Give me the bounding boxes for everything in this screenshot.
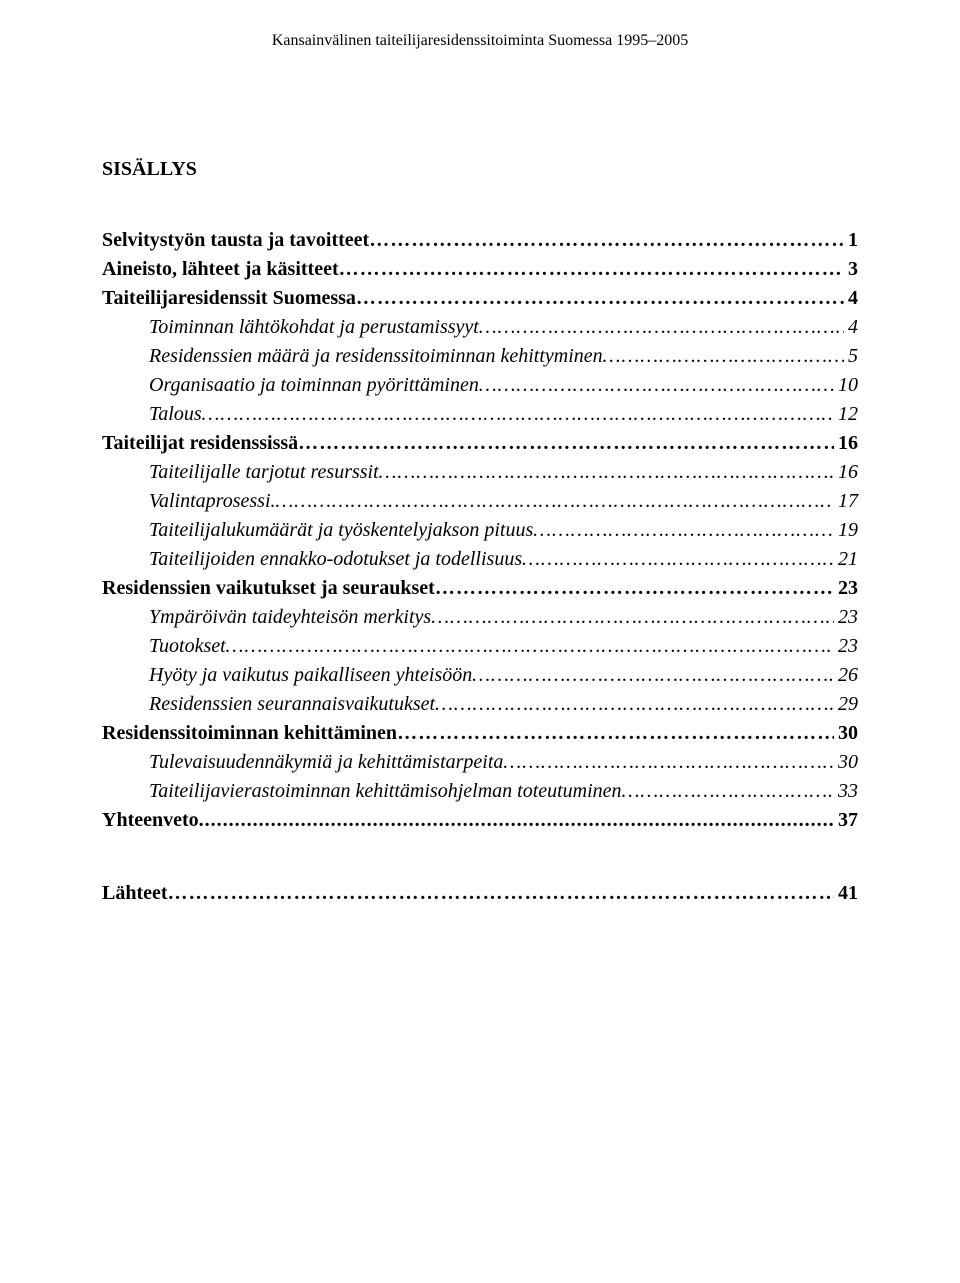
toc-entry: Taiteilijalle tarjotut resurssit……………………… — [102, 461, 858, 484]
toc-leader: …………………………………………………………………………………………………………… — [533, 519, 834, 542]
toc-leader: …………………………………………………………………………………………………………… — [435, 693, 834, 716]
toc-entry-label: Ympäröivän taideyhteisön merkitys — [149, 606, 431, 629]
toc-entry-page: 1 — [844, 229, 858, 252]
toc-entry-page: 5 — [844, 345, 858, 368]
toc-leader: …………………………………………………………………………………………………………… — [339, 258, 844, 281]
toc-leader: …………………………………………………………………………………………………………… — [435, 577, 834, 600]
toc-entry: Taiteilijavierastoiminnan kehittämisohje… — [102, 780, 858, 803]
toc-entry-page: 3 — [844, 258, 858, 281]
toc-leader: …………………………………………………………………………………………………………… — [168, 882, 834, 905]
toc-entry-label: Valintaprosessi. — [149, 490, 276, 513]
toc-entry: Residenssien vaikutukset ja seuraukset……… — [102, 577, 858, 600]
toc-leader: …………………………………………………………………………………………………………… — [276, 490, 835, 513]
toc-entry-page: 30 — [834, 751, 858, 774]
toc-entry-label: Tulevaisuudennäkymiä ja kehittämistarpei… — [149, 751, 503, 774]
toc-entry-page: 16 — [834, 461, 858, 484]
toc-entry-page: 26 — [834, 664, 858, 687]
toc-leader: …………………………………………………………………………………………………………… — [603, 345, 844, 368]
toc-leader: …………………………………………………………………………………………………………… — [522, 548, 834, 571]
toc-entry-label: Residenssien seurannaisvaikutukset — [149, 693, 435, 716]
toc-entry-label: Hyöty ja vaikutus paikalliseen yhteisöön — [149, 664, 472, 687]
toc-entry: Taiteilijalukumäärät ja työskentelyjakso… — [102, 519, 858, 542]
toc-entry: Residenssien seurannaisvaikutukset………………… — [102, 693, 858, 716]
toc-entry-label: Taiteilijaresidenssit Suomessa — [102, 287, 356, 310]
toc-entry: Organisaatio ja toiminnan pyörittäminen…… — [102, 374, 858, 397]
toc-entry: Selvitystyön tausta ja tavoitteet…………………… — [102, 229, 858, 252]
toc-leader: …………………………………………………………………………………………………………… — [397, 722, 834, 745]
toc-entry-label: Taiteilijat residenssissä — [102, 432, 298, 455]
toc-entry: Lähteet………………………………………………………………………………………… — [102, 882, 858, 905]
toc-leader: …………………………………………………………………………………………………………… — [479, 316, 844, 339]
toc-entry-page: 23 — [834, 606, 858, 629]
toc-entry: Ympäröivän taideyhteisön merkitys…………………… — [102, 606, 858, 629]
toc-entry-page: 12 — [834, 403, 858, 426]
toc-entry-label: Residenssitoiminnan kehittäminen — [102, 722, 397, 745]
toc-entry-label: Taiteilijavierastoiminnan kehittämisohje… — [149, 780, 622, 803]
toc-entry: Taiteilijat residenssissä………………………………………… — [102, 432, 858, 455]
toc-entry-label: Lähteet — [102, 882, 168, 905]
toc-leader: …………………………………………………………………………………………………………… — [431, 606, 834, 629]
toc-entry-page: 4 — [844, 316, 858, 339]
toc-entry: Toiminnan lähtökohdat ja perustamissyyt…… — [102, 316, 858, 339]
toc-entry-page: 19 — [834, 519, 858, 542]
toc-entry-page: 41 — [834, 882, 858, 905]
toc-entry-page: 10 — [834, 374, 858, 397]
toc-entry-label: Aineisto, lähteet ja käsitteet — [102, 258, 339, 281]
toc-entry-page: 33 — [834, 780, 858, 803]
toc-entry: Tulevaisuudennäkymiä ja kehittämistarpei… — [102, 751, 858, 774]
toc-entry: Taiteilijaresidenssit Suomessa…………………………… — [102, 287, 858, 310]
toc-entry: Aineisto, lähteet ja käsitteet…………………………… — [102, 258, 858, 281]
toc-entry-label: Talous — [149, 403, 202, 426]
toc-entry: Hyöty ja vaikutus paikalliseen yhteisöön… — [102, 664, 858, 687]
toc-leader: …………………………………………………………………………………………………………… — [379, 461, 834, 484]
toc-leader: …………………………………………………………………………………………………………… — [622, 780, 834, 803]
toc-leader: …………………………………………………………………………………………………………… — [479, 374, 834, 397]
main-title: SISÄLLYS — [102, 158, 858, 181]
toc-entry-page: 17 — [834, 490, 858, 513]
toc-entry-label: Taiteilijoiden ennakko-odotukset ja tode… — [149, 548, 522, 571]
toc-leader: …………………………………………………………………………………………………………… — [298, 432, 834, 455]
toc-entry: Talous…………………………………………………………………………………………… — [102, 403, 858, 426]
toc-entry-label: Residenssien vaikutukset ja seuraukset — [102, 577, 435, 600]
toc-entry: Yhteenveto..............................… — [102, 809, 858, 832]
toc-entry: Tuotokset…………………………………………………………………………………… — [102, 635, 858, 658]
toc-leader: …………………………………………………………………………………………………………… — [226, 635, 834, 658]
toc-entry-label: Taiteilijalukumäärät ja työskentelyjakso… — [149, 519, 533, 542]
toc-entry-page: 23 — [834, 577, 858, 600]
toc-entry-label: Yhteenveto — [102, 809, 199, 832]
page-header: Kansainvälinen taiteilijaresidenssitoimi… — [102, 32, 858, 50]
toc-entry-label: Organisaatio ja toiminnan pyörittäminen — [149, 374, 479, 397]
toc-leader: ........................................… — [199, 809, 834, 832]
toc-entry-page: 30 — [834, 722, 858, 745]
toc-entry-label: Residenssien määrä ja residenssitoiminna… — [149, 345, 603, 368]
toc-entry: Residenssitoiminnan kehittäminen……………………… — [102, 722, 858, 745]
toc-leader: …………………………………………………………………………………………………………… — [356, 287, 844, 310]
toc-entry-label: Taiteilijalle tarjotut resurssit — [149, 461, 379, 484]
toc-entry-page: 23 — [834, 635, 858, 658]
toc-entry-label: Selvitystyön tausta ja tavoitteet — [102, 229, 369, 252]
table-of-contents: Selvitystyön tausta ja tavoitteet…………………… — [102, 229, 858, 905]
toc-entry-page: 21 — [834, 548, 858, 571]
toc-entry: Valintaprosessi.………………………………………………………………… — [102, 490, 858, 513]
toc-entry-page: 4 — [844, 287, 858, 310]
toc-entry-label: Toiminnan lähtökohdat ja perustamissyyt — [149, 316, 479, 339]
toc-leader: …………………………………………………………………………………………………………… — [503, 751, 834, 774]
toc-entry-page: 16 — [834, 432, 858, 455]
toc-entry-page: 29 — [834, 693, 858, 716]
toc-entry-label: Tuotokset — [149, 635, 226, 658]
toc-leader: …………………………………………………………………………………………………………… — [369, 229, 844, 252]
toc-entry: Residenssien määrä ja residenssitoiminna… — [102, 345, 858, 368]
toc-spacer — [102, 838, 858, 882]
toc-entry-page: 37 — [834, 809, 858, 832]
toc-leader: …………………………………………………………………………………………………………… — [472, 664, 834, 687]
toc-entry: Taiteilijoiden ennakko-odotukset ja tode… — [102, 548, 858, 571]
toc-leader: …………………………………………………………………………………………………………… — [202, 403, 834, 426]
